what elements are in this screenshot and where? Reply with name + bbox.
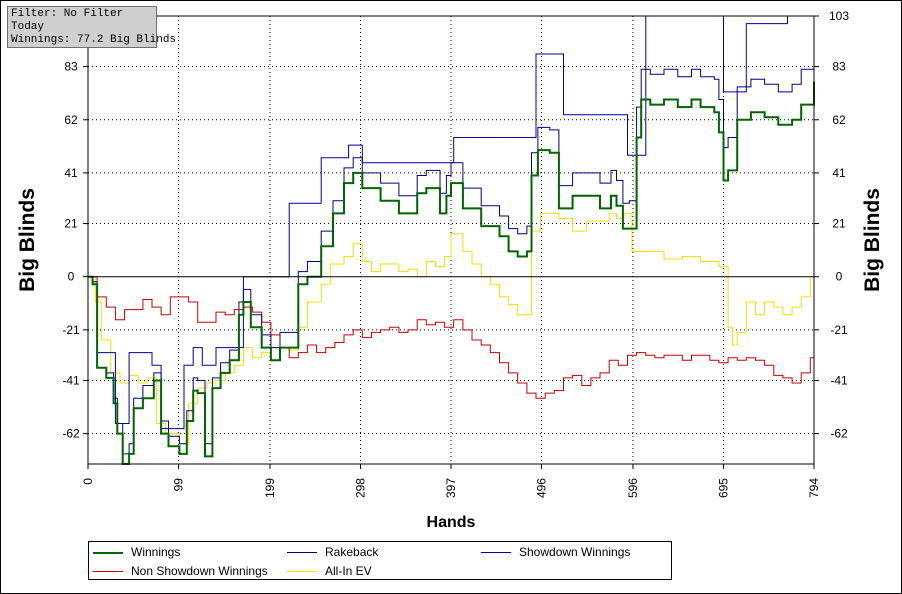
legend-label: Showdown Winnings xyxy=(519,545,631,559)
x-tick-label: 0 xyxy=(81,478,95,485)
y-tick-label-right: 62 xyxy=(832,113,846,127)
legend: Winnings Rakeback Showdown Winnings Non Sho… xyxy=(88,541,672,580)
y-tick-label-right: -41 xyxy=(830,373,848,387)
x-tick-label: 496 xyxy=(535,478,549,498)
x-tick-label: 695 xyxy=(716,478,730,498)
y-tick-label-left: 0 xyxy=(68,270,75,284)
y-axis-title-left: Big Blinds xyxy=(16,188,39,292)
legend-label: All-In EV xyxy=(325,564,372,578)
winnings-summary: Winnings: 77.2 Big Blinds xyxy=(11,34,177,46)
y-tick-label-left: 21 xyxy=(64,217,78,231)
x-tick-label: 99 xyxy=(172,478,186,492)
x-tick-label: 199 xyxy=(263,478,277,498)
y-tick-label-right: 21 xyxy=(832,217,846,231)
y-tick-label-right: 103 xyxy=(829,9,849,23)
legend-label: Rakeback xyxy=(325,545,379,559)
legend-label: Winnings xyxy=(131,545,181,559)
series-lines xyxy=(88,15,815,465)
legend-swatch xyxy=(93,571,123,572)
y-axis-title-right: Big Blinds xyxy=(861,188,884,292)
y-tick-label-left: 62 xyxy=(64,113,78,127)
y-tick-label-right: -21 xyxy=(830,323,848,337)
series-line-showdown-winnings xyxy=(88,15,814,430)
y-tick-label-right: 83 xyxy=(832,60,846,74)
y-tick-label-right: 0 xyxy=(836,270,843,284)
series-line-non-showdown-winnings xyxy=(88,276,815,399)
date-range-label: Today xyxy=(11,21,45,33)
x-tick-label: 397 xyxy=(444,478,458,498)
y-tick-label-left: -62 xyxy=(62,427,80,441)
legend-label: Non Showdown Winnings xyxy=(131,564,268,578)
legend-swatch xyxy=(287,571,317,572)
x-tick-label: 298 xyxy=(353,478,367,498)
x-tick-label: 794 xyxy=(807,478,821,498)
filter-label: Filter: No Filter xyxy=(11,8,124,20)
series-line-rakeback xyxy=(88,48,815,455)
filter-info-box: Filter: No Filter Today Winnings: 77.2 B… xyxy=(7,6,177,48)
x-axis-title: Hands xyxy=(427,514,476,531)
x-tick-label: 596 xyxy=(626,478,640,498)
legend-swatch xyxy=(287,552,317,553)
y-tick-label-right: -62 xyxy=(830,427,848,441)
y-tick-label-left: -21 xyxy=(62,323,80,337)
y-tick-label-right: 41 xyxy=(832,166,846,180)
legend-swatch xyxy=(93,552,123,554)
y-tick-label-left: -41 xyxy=(62,373,80,387)
legend-swatch xyxy=(481,552,511,553)
y-tick-label-left: 83 xyxy=(64,60,78,74)
y-tick-label-left: 41 xyxy=(64,166,78,180)
series-line-winnings xyxy=(88,81,815,465)
axis-ticks: 83 62 41 21 0 -21 -41 -62 103 83 62 41 21 0 -21 -41 -62 0… xyxy=(62,9,849,498)
